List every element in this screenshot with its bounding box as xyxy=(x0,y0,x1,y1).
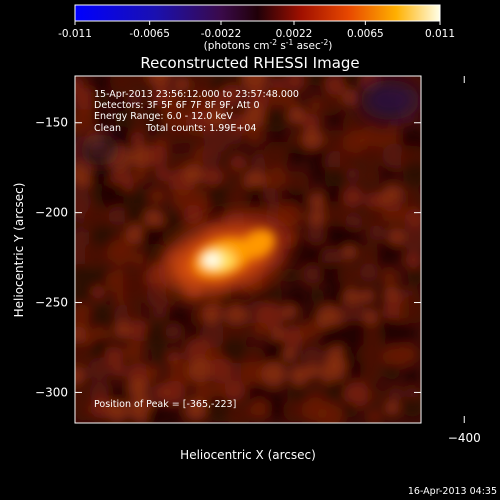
chart-title: Reconstructed RHESSI Image xyxy=(140,54,359,72)
annotation-total-counts: Total counts: 1.99E+04 xyxy=(145,123,256,134)
x-axis-label: Heliocentric X (arcsec) xyxy=(180,448,316,462)
colorbar-tick-label: -0.011 xyxy=(58,28,92,40)
colorbar-tick-label: -0.0065 xyxy=(129,28,170,40)
x-tick-label: −400 xyxy=(448,431,481,445)
y-tick-label: −200 xyxy=(35,206,68,220)
colorbar-tick-label: -0.0022 xyxy=(201,28,242,40)
colorbar-tick-label: 0.0022 xyxy=(276,28,313,40)
heatmap-image xyxy=(75,76,421,423)
annotation-clean: Clean xyxy=(94,123,121,134)
colorbar-tick-label: 0.0065 xyxy=(347,28,384,40)
y-tick-label: −150 xyxy=(35,116,68,130)
colorbar-units: (photons cm-2 s-1 asec-2) xyxy=(204,38,333,52)
annotation-detectors: Detectors: 3F 5F 6F 7F 8F 9F, Att 0 xyxy=(94,100,260,111)
annotation-time: 15-Apr-2013 23:56:12.000 to 23:57:48.000 xyxy=(94,89,299,100)
peak-position-label: Position of Peak = [-365,-223] xyxy=(94,399,236,410)
colorbar-ticks: -0.011 -0.0065 -0.0022 0.0022 0.0065 0.011 xyxy=(58,21,455,40)
y-axis-label: Heliocentric Y (arcsec) xyxy=(12,183,26,318)
axis-ticks: −400−350−300−150−200−250−300 xyxy=(35,76,481,445)
annotation-energy: Energy Range: 6.0 - 12.0 keV xyxy=(94,111,233,122)
y-tick-label: −300 xyxy=(35,385,68,399)
footer-timestamp: 16-Apr-2013 04:35 xyxy=(408,486,497,497)
plot-frame xyxy=(74,75,422,424)
colorbar-tick-label: 0.011 xyxy=(425,28,455,40)
y-tick-label: −250 xyxy=(35,296,68,310)
colorbar xyxy=(74,4,441,22)
